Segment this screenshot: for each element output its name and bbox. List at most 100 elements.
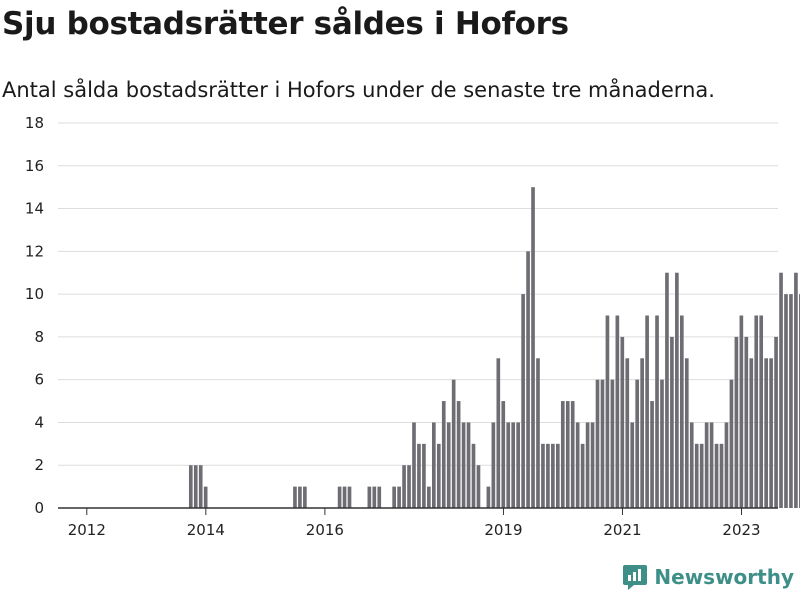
bar[interactable]	[789, 294, 793, 508]
bar[interactable]	[665, 272, 669, 508]
bar[interactable]	[342, 486, 347, 508]
bar[interactable]	[739, 315, 744, 509]
bar[interactable]	[769, 358, 773, 508]
bar[interactable]	[714, 443, 719, 508]
bar[interactable]	[397, 486, 401, 508]
bar[interactable]	[347, 486, 352, 508]
bar[interactable]	[724, 422, 729, 508]
bar[interactable]	[193, 465, 198, 508]
bar[interactable]	[719, 443, 724, 508]
bar[interactable]	[694, 443, 699, 508]
bar[interactable]	[689, 422, 694, 508]
bar[interactable]	[551, 443, 555, 508]
bar[interactable]	[615, 315, 620, 509]
bar[interactable]	[546, 443, 550, 508]
bar[interactable]	[734, 336, 739, 508]
bar[interactable]	[337, 486, 342, 508]
bar[interactable]	[496, 358, 501, 508]
bar[interactable]	[764, 358, 768, 508]
y-tick-label: 10	[25, 285, 44, 303]
bar[interactable]	[744, 336, 749, 508]
bar[interactable]	[417, 443, 421, 508]
bar[interactable]	[446, 422, 451, 508]
bar[interactable]	[556, 443, 560, 508]
bar[interactable]	[541, 443, 545, 508]
bar[interactable]	[293, 486, 297, 508]
bar[interactable]	[427, 486, 431, 508]
bar[interactable]	[640, 358, 644, 508]
y-tick-label: 8	[34, 328, 44, 346]
bar[interactable]	[203, 486, 208, 508]
bar[interactable]	[605, 315, 610, 509]
bar[interactable]	[645, 315, 649, 509]
bar[interactable]	[560, 401, 565, 508]
bar[interactable]	[704, 422, 709, 508]
bar[interactable]	[511, 422, 516, 508]
bar[interactable]	[531, 187, 535, 509]
bar[interactable]	[372, 486, 377, 508]
bar[interactable]	[784, 294, 788, 508]
bar[interactable]	[491, 422, 496, 508]
bar[interactable]	[759, 315, 764, 509]
bar[interactable]	[536, 358, 540, 508]
bar[interactable]	[699, 443, 704, 508]
bar[interactable]	[680, 315, 684, 509]
bar[interactable]	[298, 486, 302, 508]
bar[interactable]	[709, 422, 714, 508]
bar[interactable]	[402, 465, 406, 508]
bar[interactable]	[650, 401, 654, 508]
bar[interactable]	[595, 379, 600, 508]
bar[interactable]	[630, 422, 635, 508]
bar[interactable]	[422, 443, 426, 508]
bar[interactable]	[585, 422, 590, 508]
bar[interactable]	[441, 401, 446, 508]
bar[interactable]	[521, 294, 525, 508]
bar[interactable]	[570, 401, 575, 508]
bar[interactable]	[198, 465, 203, 508]
bar[interactable]	[501, 401, 506, 508]
bar[interactable]	[610, 379, 615, 508]
bar[interactable]	[590, 422, 595, 508]
bar[interactable]	[670, 336, 674, 508]
bar[interactable]	[476, 465, 481, 508]
bar[interactable]	[729, 379, 734, 508]
bar[interactable]	[456, 401, 461, 508]
bar[interactable]	[303, 486, 307, 508]
bar[interactable]	[466, 422, 471, 508]
bar[interactable]	[625, 358, 630, 508]
bar[interactable]	[412, 422, 416, 508]
bar[interactable]	[684, 358, 689, 508]
bar[interactable]	[774, 336, 778, 508]
bar[interactable]	[432, 422, 436, 508]
bar[interactable]	[754, 315, 759, 509]
y-tick-label: 0	[34, 499, 44, 517]
bar[interactable]	[188, 465, 193, 508]
y-tick-label: 18	[25, 114, 44, 132]
brand-logo[interactable]: Newsworthy	[622, 562, 794, 592]
bar[interactable]	[471, 443, 476, 508]
bar[interactable]	[794, 272, 798, 508]
bar[interactable]	[436, 443, 441, 508]
bar[interactable]	[526, 251, 530, 508]
bar[interactable]	[635, 379, 640, 508]
bar[interactable]	[461, 422, 466, 508]
bar[interactable]	[451, 379, 456, 508]
bar[interactable]	[367, 486, 372, 508]
bar[interactable]	[675, 272, 679, 508]
bar[interactable]	[486, 486, 491, 508]
bar[interactable]	[407, 465, 411, 508]
bar[interactable]	[779, 272, 783, 508]
bar[interactable]	[660, 379, 664, 508]
bar[interactable]	[580, 443, 585, 508]
bar[interactable]	[392, 486, 396, 508]
x-tick-label: 2023	[722, 521, 760, 539]
bar[interactable]	[655, 315, 659, 509]
bar[interactable]	[506, 422, 511, 508]
bar[interactable]	[600, 379, 605, 508]
bar[interactable]	[749, 358, 754, 508]
bar[interactable]	[565, 401, 570, 508]
bar[interactable]	[377, 486, 382, 508]
bar[interactable]	[575, 422, 580, 508]
bar[interactable]	[516, 422, 520, 508]
bar[interactable]	[620, 336, 625, 508]
